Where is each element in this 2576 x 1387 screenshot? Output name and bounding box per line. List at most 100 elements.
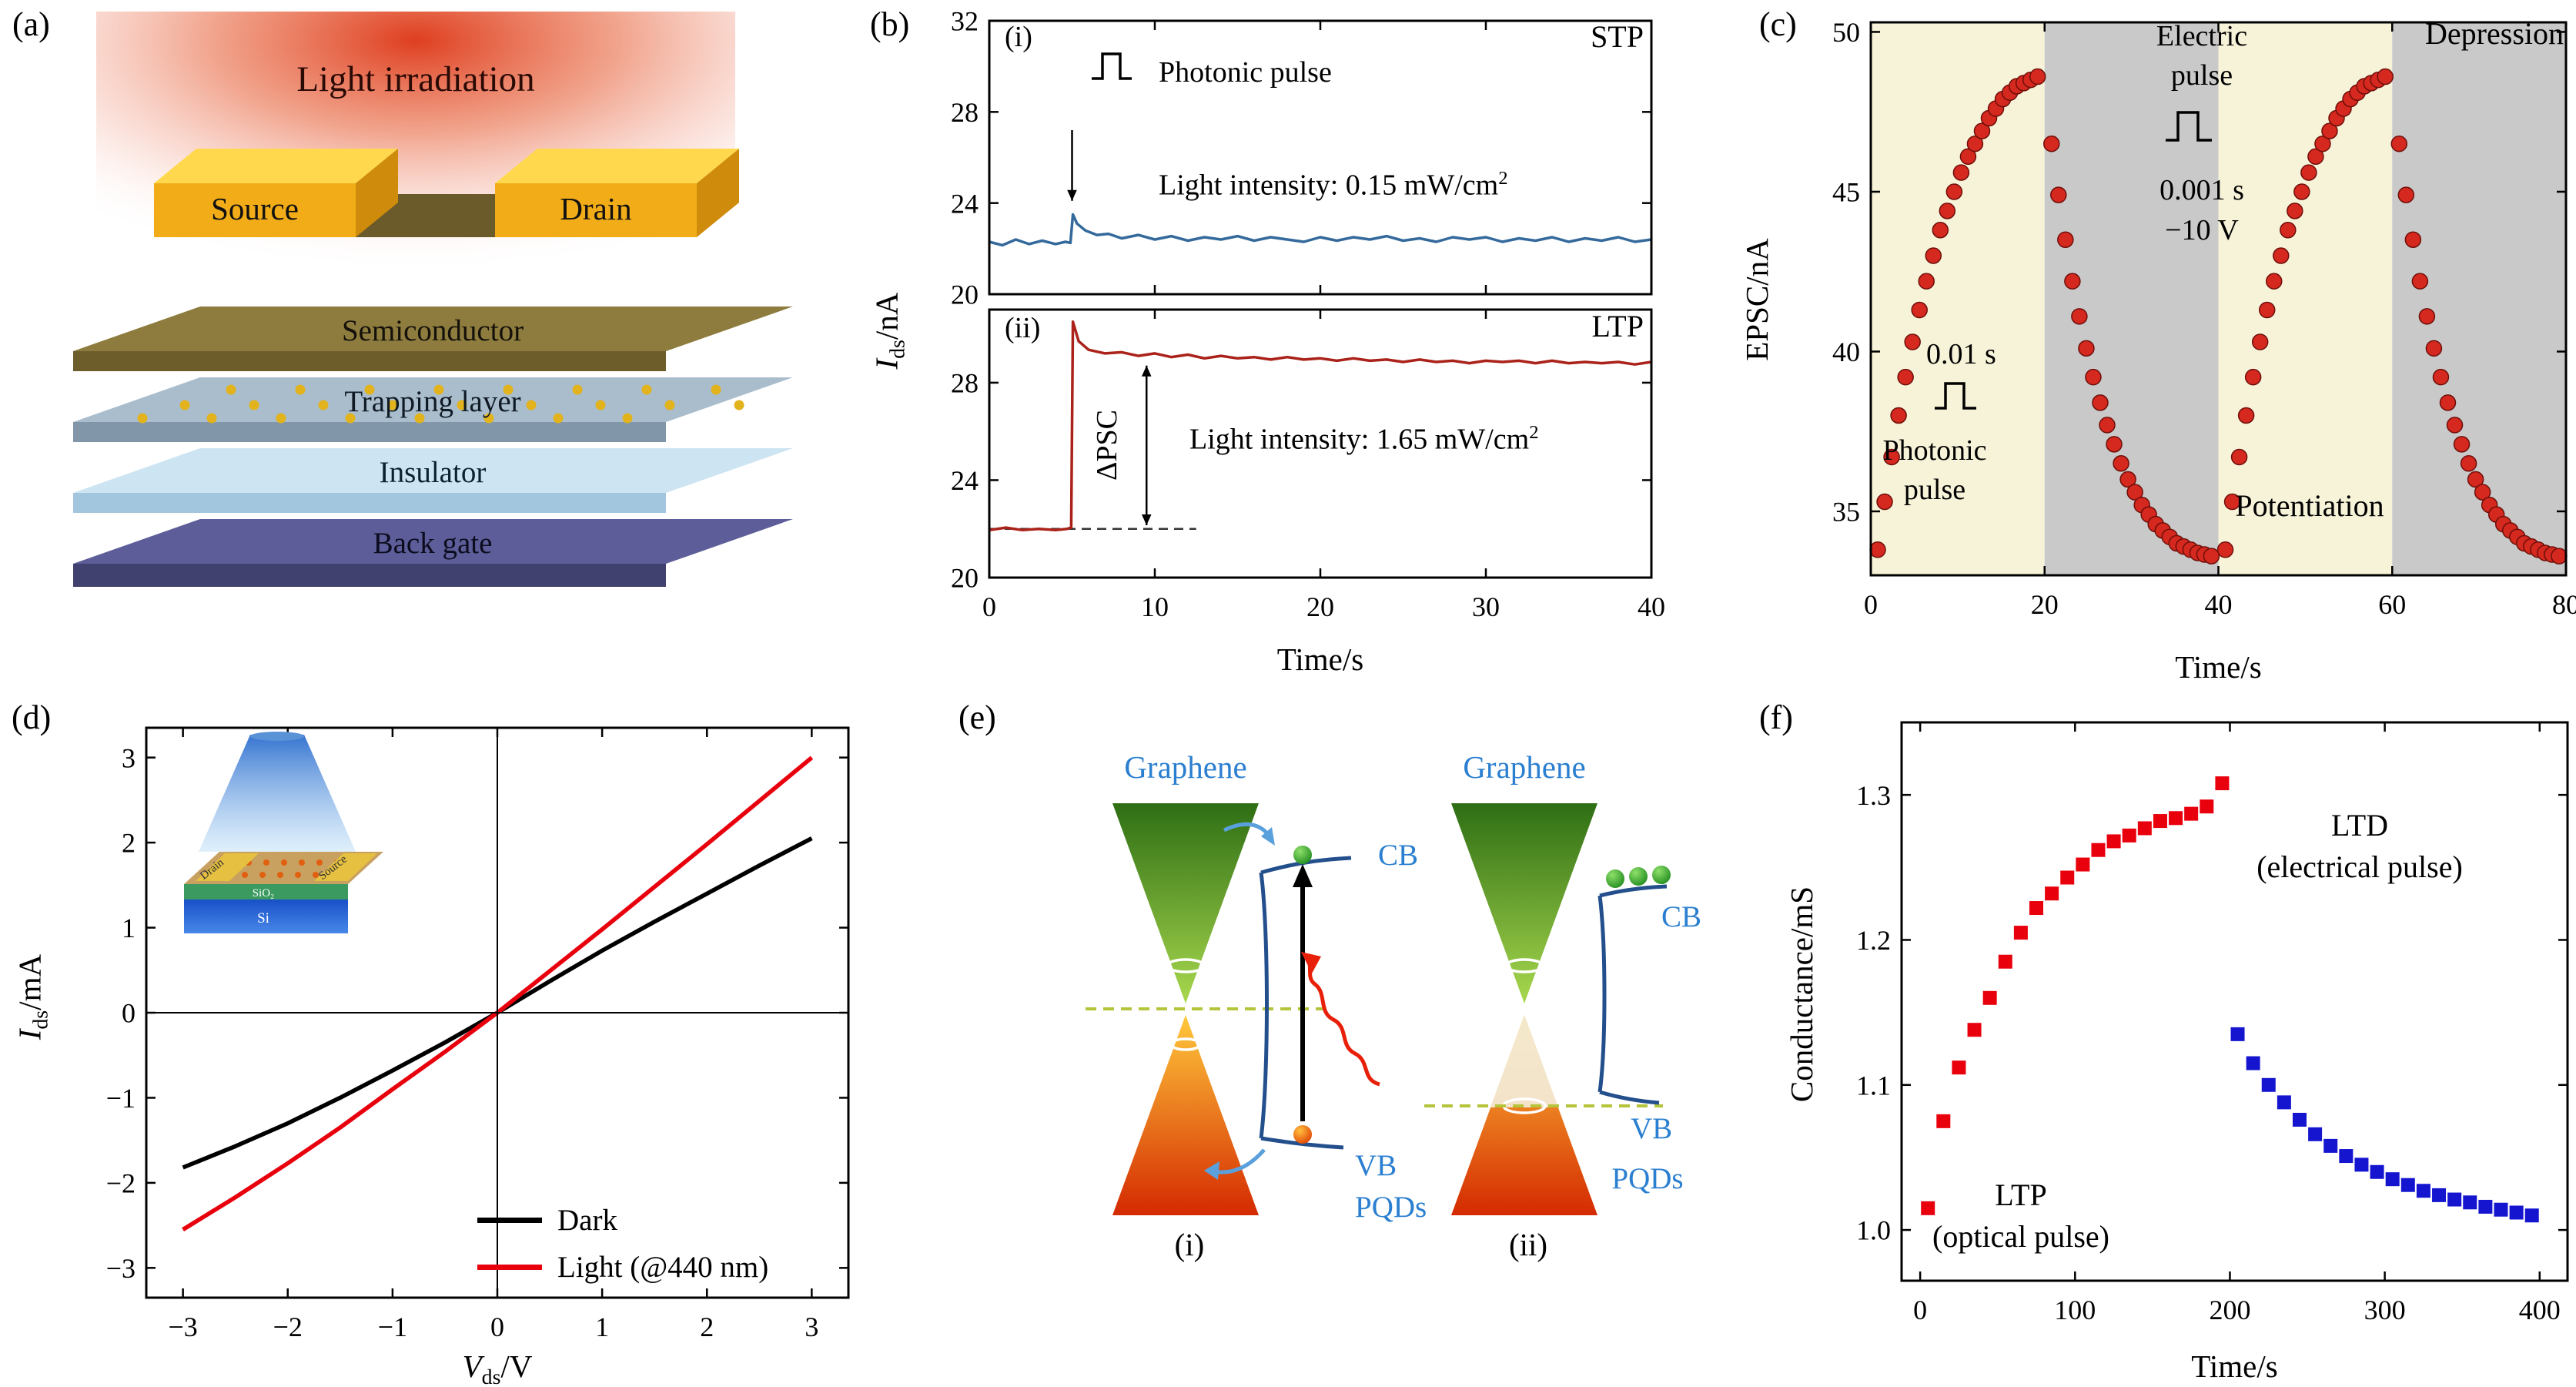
light-irradiation-label: Light irradiation xyxy=(296,59,534,99)
depression-label: Depression xyxy=(2425,16,2564,51)
d-x-sub: ds xyxy=(481,1365,501,1387)
svg-text:28: 28 xyxy=(951,97,979,128)
stp-intensity-label: Light intensity: 0.15 mW/cm2 xyxy=(1159,168,1508,203)
b-y-symbol: I xyxy=(868,358,905,370)
panel-b-label: (b) xyxy=(870,5,910,43)
svg-text:20: 20 xyxy=(2031,589,2059,620)
ltp-chart: 0 10 20 30 40 20 24 28 xyxy=(951,308,1665,622)
f-x-axis-label: Time/s xyxy=(2191,1348,2278,1384)
diagram-i-tag: (i) xyxy=(1175,1227,1205,1262)
panel-a: (a) Light irradiation Source xyxy=(0,0,862,693)
graphene-cone-upper-i xyxy=(1112,803,1259,1003)
cone-depleted-region-ii xyxy=(1490,1015,1558,1107)
ltp-mode-label: LTP xyxy=(1591,309,1644,343)
semiconductor-front xyxy=(73,351,666,371)
b-x-axis-label: Time/s xyxy=(1276,642,1364,677)
source-label: Source xyxy=(211,191,299,226)
panel-d-label: (d) xyxy=(12,699,52,736)
ltd-annotation: LTD (electrical pulse) xyxy=(2194,805,2525,888)
light-beam xyxy=(199,735,356,852)
drain-electrode-top xyxy=(495,149,739,183)
b-y-unit: /nA xyxy=(868,292,905,340)
svg-text:0: 0 xyxy=(490,1312,504,1342)
d-legend: Dark Light (@440 nm) xyxy=(477,1203,768,1285)
stp-mode-label: STP xyxy=(1591,19,1644,54)
svg-text:24: 24 xyxy=(951,188,979,219)
svg-text:45: 45 xyxy=(1832,177,1860,208)
band-diagrams: Graphene CB VB PQDs (i) Graphene xyxy=(1086,749,1701,1262)
svg-text:80: 80 xyxy=(2552,589,2576,620)
dark-line-swatch xyxy=(477,1218,542,1223)
svg-text:20: 20 xyxy=(1306,591,1334,622)
svg-text:20: 20 xyxy=(951,563,979,594)
vb-label-ii: VB xyxy=(1631,1112,1672,1145)
source-electrode-front xyxy=(154,183,356,237)
d-x-axis-label: Vds/V xyxy=(146,1348,848,1387)
trapped-electron-3 xyxy=(1652,866,1671,884)
stp-chart: 20 24 28 32 xyxy=(951,6,1653,310)
electron-dot-i xyxy=(1293,846,1312,864)
legend-row-light: Light (@440 nm) xyxy=(477,1250,768,1285)
c-y-axis-label: EPSC/nA xyxy=(1739,238,1775,361)
svg-text:2: 2 xyxy=(122,828,135,859)
cone-ring-lower-i xyxy=(1169,1037,1202,1051)
svg-text:−2: −2 xyxy=(106,1168,135,1198)
transfer-arrowhead-vb xyxy=(1204,1161,1219,1180)
device-schematic: Light irradiation Source Drain Semicondu… xyxy=(73,12,793,587)
b-y-sub: ds xyxy=(885,340,910,359)
stp-tag: (i) xyxy=(1005,21,1032,53)
band-well-i xyxy=(1259,872,1269,1139)
inset-electrode-left xyxy=(196,853,259,881)
drain-electrode-side xyxy=(697,149,739,237)
epsc-chart: 0 20 40 60 80 35 40 45 50 xyxy=(1832,17,2576,620)
band-well-ii xyxy=(1597,895,1607,1093)
svg-text:2: 2 xyxy=(700,1312,714,1342)
trapping-front xyxy=(73,422,666,442)
svg-text:30: 30 xyxy=(1472,591,1500,622)
photonic-pulse-icon xyxy=(1092,52,1132,80)
electric-pulse-duration: 0.001 s xyxy=(2159,174,2244,206)
svg-text:0: 0 xyxy=(1913,1295,1927,1325)
trapped-electron-2 xyxy=(1629,867,1648,886)
photonic-pulse-icon-c xyxy=(1935,382,1976,410)
panel-f-label: (f) xyxy=(1759,699,1793,736)
photon-wavy-arrow xyxy=(1305,958,1380,1087)
svg-text:60: 60 xyxy=(2378,589,2406,620)
excitation-arrowhead xyxy=(1293,864,1313,887)
cone-ring-upper-i xyxy=(1166,958,1206,973)
svg-text:−3: −3 xyxy=(106,1253,135,1284)
svg-text:−1: −1 xyxy=(106,1083,135,1114)
photonic-pulse-duration: 0.01 s xyxy=(1926,338,1996,370)
photonic-line2: pulse xyxy=(1903,474,1966,507)
svg-text:0: 0 xyxy=(982,591,996,622)
insulator-label: Insulator xyxy=(380,456,487,489)
graphene-label-i: Graphene xyxy=(1124,749,1246,785)
svg-text:3: 3 xyxy=(805,1312,818,1342)
panel-d: (d) Ids/mA −3 −2 −1 0 1 2 3 −3 −2 −1 0 1 2 3 xyxy=(0,693,870,1387)
svg-text:3: 3 xyxy=(122,742,135,773)
inset-si-layer xyxy=(184,900,348,933)
semiconductor-label: Semiconductor xyxy=(342,314,524,347)
transfer-arrowhead-cb xyxy=(1261,827,1275,846)
dark-legend-label: Dark xyxy=(557,1204,617,1237)
photonic-pulse-label-c: Photonic pulse xyxy=(1846,431,2023,511)
electric-pulse-line1: Electric xyxy=(2156,20,2248,52)
graphene-cone-upper-ii xyxy=(1451,803,1597,1003)
d-y-unit: /mA xyxy=(12,953,48,1010)
vb-label-i: VB xyxy=(1355,1149,1397,1182)
device-photo-inset: Drain Source SiO₂ Si xyxy=(184,732,383,933)
d-y-sub: ds xyxy=(28,1010,53,1030)
svg-text:1: 1 xyxy=(595,1312,609,1342)
svg-text:28: 28 xyxy=(951,368,979,399)
cb-label-ii: CB xyxy=(1661,900,1701,933)
svg-text:1: 1 xyxy=(122,913,135,943)
svg-text:1.0: 1.0 xyxy=(1856,1215,1891,1246)
svg-text:300: 300 xyxy=(2364,1295,2406,1325)
svg-text:20: 20 xyxy=(951,280,979,310)
ltd-line1: LTD xyxy=(2330,808,2389,843)
photonic-line1: Photonic xyxy=(1882,434,1987,467)
svg-text:200: 200 xyxy=(2209,1295,2250,1325)
legend-row-dark: Dark xyxy=(477,1203,768,1238)
inset-sio2-layer xyxy=(184,884,348,900)
f-y-axis-label: Conductance/mS xyxy=(1784,886,1819,1103)
